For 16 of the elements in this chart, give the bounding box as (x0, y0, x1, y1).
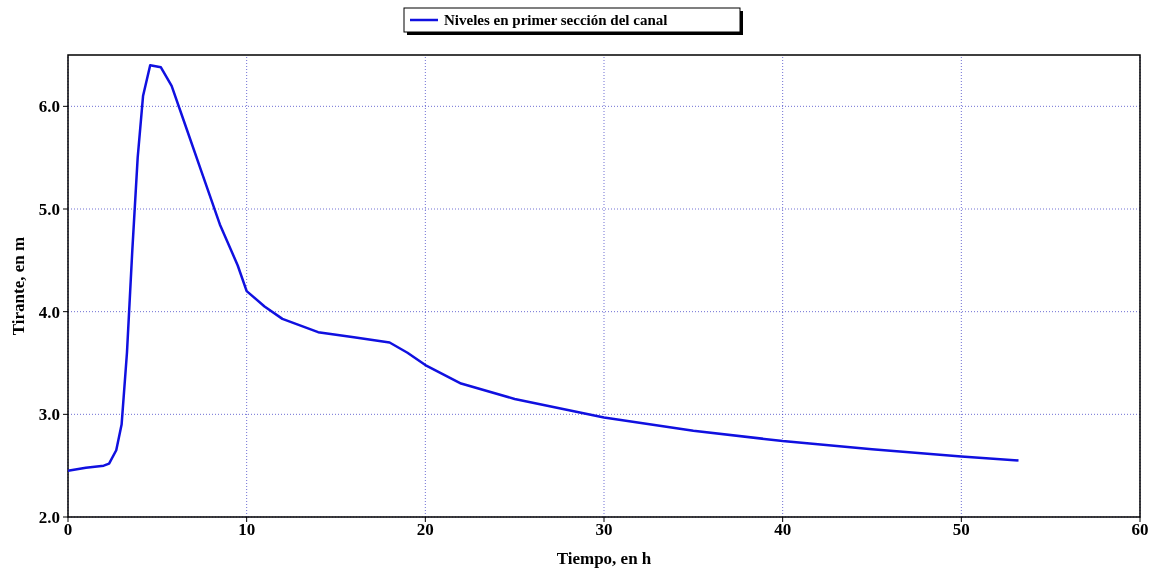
y-tick-label: 2.0 (38, 507, 60, 527)
y-tick-label: 4.0 (38, 302, 60, 322)
y-tick-label: 5.0 (38, 199, 60, 219)
x-tick-label: 20 (416, 520, 434, 539)
x-tick-label: 60 (1131, 520, 1149, 539)
y-tick-label: 3.0 (38, 405, 60, 425)
x-axis-title: Tiempo, en h (556, 549, 652, 568)
y-tick-label: 6.0 (38, 97, 60, 117)
x-tick-label: 40 (774, 520, 792, 539)
x-tick-label: 30 (595, 520, 613, 539)
x-tick-label: 10 (238, 520, 256, 539)
x-tick-label: 50 (952, 520, 970, 539)
y-axis-title: Tirante, en m (9, 236, 28, 336)
legend-label: Niveles en primer sección del canal (444, 12, 668, 29)
line-series (66, 64, 1020, 473)
x-tick-label: 0 (63, 520, 73, 539)
